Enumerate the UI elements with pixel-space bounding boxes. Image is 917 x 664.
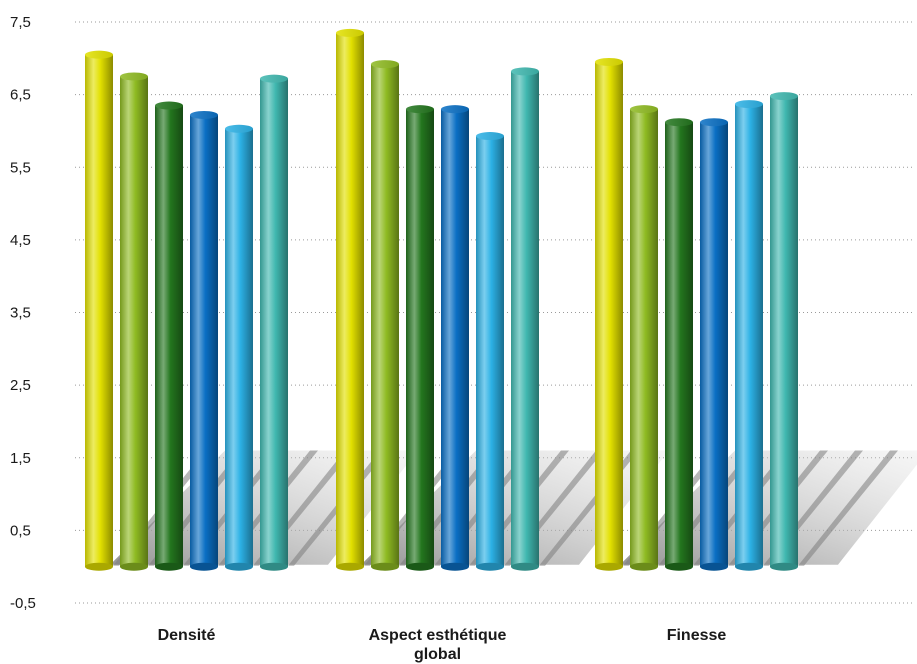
bar-base bbox=[85, 562, 113, 571]
bar-cap bbox=[225, 124, 253, 133]
y-tick-label: 4,5 bbox=[10, 232, 31, 249]
bar-base bbox=[476, 562, 504, 571]
bar-cap bbox=[336, 28, 364, 37]
bar-cap bbox=[371, 60, 399, 69]
bar-base bbox=[371, 562, 399, 571]
bar-base bbox=[595, 562, 623, 571]
x-category-label: Densité bbox=[158, 627, 216, 644]
bar-base bbox=[260, 562, 288, 571]
bar-cap bbox=[476, 132, 504, 141]
bar-cap bbox=[511, 67, 539, 76]
bar-cap bbox=[190, 110, 218, 119]
bar-cap bbox=[700, 118, 728, 127]
bar-cap bbox=[441, 105, 469, 114]
bar-base bbox=[225, 562, 253, 571]
bar bbox=[85, 54, 113, 567]
bar bbox=[770, 96, 798, 567]
bar-base bbox=[511, 562, 539, 571]
bar-layer bbox=[85, 28, 798, 571]
bar bbox=[336, 32, 364, 567]
y-tick-label: 5,5 bbox=[10, 159, 31, 176]
bar-base bbox=[406, 562, 434, 571]
bar bbox=[190, 114, 218, 567]
bar bbox=[120, 76, 148, 567]
bar bbox=[595, 61, 623, 567]
bar-base bbox=[665, 562, 693, 571]
bar bbox=[511, 71, 539, 567]
bar-cap bbox=[260, 74, 288, 83]
bar bbox=[406, 109, 434, 567]
bar-group-floor-shadow bbox=[620, 450, 917, 565]
bar-cap bbox=[770, 92, 798, 101]
y-tick-label: 0,5 bbox=[10, 522, 31, 539]
bar-cap bbox=[735, 100, 763, 109]
bar bbox=[700, 122, 728, 567]
bar-base bbox=[336, 562, 364, 571]
bar-cap bbox=[595, 57, 623, 66]
x-category-label: Aspect esthétique global bbox=[369, 627, 507, 663]
bar bbox=[665, 122, 693, 567]
y-tick-label: 2,5 bbox=[10, 377, 31, 394]
bar bbox=[225, 128, 253, 567]
bar-base bbox=[120, 562, 148, 571]
bar bbox=[371, 64, 399, 567]
bar-base bbox=[735, 562, 763, 571]
bar-cap bbox=[155, 101, 183, 110]
bar-base bbox=[700, 562, 728, 571]
bar-cap bbox=[120, 72, 148, 81]
bar-cap bbox=[630, 105, 658, 114]
y-tick-label: 3,5 bbox=[10, 305, 31, 322]
bar-base bbox=[630, 562, 658, 571]
bar-base bbox=[441, 562, 469, 571]
bar-cap bbox=[85, 50, 113, 59]
bar-shadow bbox=[798, 450, 898, 566]
y-tick-label: 7,5 bbox=[10, 14, 31, 31]
x-category-label: Finesse bbox=[667, 627, 727, 644]
bar-cap bbox=[665, 118, 693, 127]
bar-cap bbox=[406, 105, 434, 114]
bar bbox=[630, 109, 658, 567]
y-tick-label: -0,5 bbox=[10, 595, 36, 612]
bar-base bbox=[155, 562, 183, 571]
bar-base bbox=[770, 562, 798, 571]
bar bbox=[476, 136, 504, 567]
label-layer: 7,5 6,5 5,5 4,5 3,5 2,5 1,5 0,5 -0,5 Densité Aspec… bbox=[10, 14, 726, 663]
y-tick-label: 6,5 bbox=[10, 87, 31, 104]
bar-base bbox=[190, 562, 218, 571]
bar bbox=[441, 109, 469, 567]
bar bbox=[735, 104, 763, 567]
y-tick-label: 1,5 bbox=[10, 450, 31, 467]
bar bbox=[155, 105, 183, 567]
bar bbox=[260, 78, 288, 567]
